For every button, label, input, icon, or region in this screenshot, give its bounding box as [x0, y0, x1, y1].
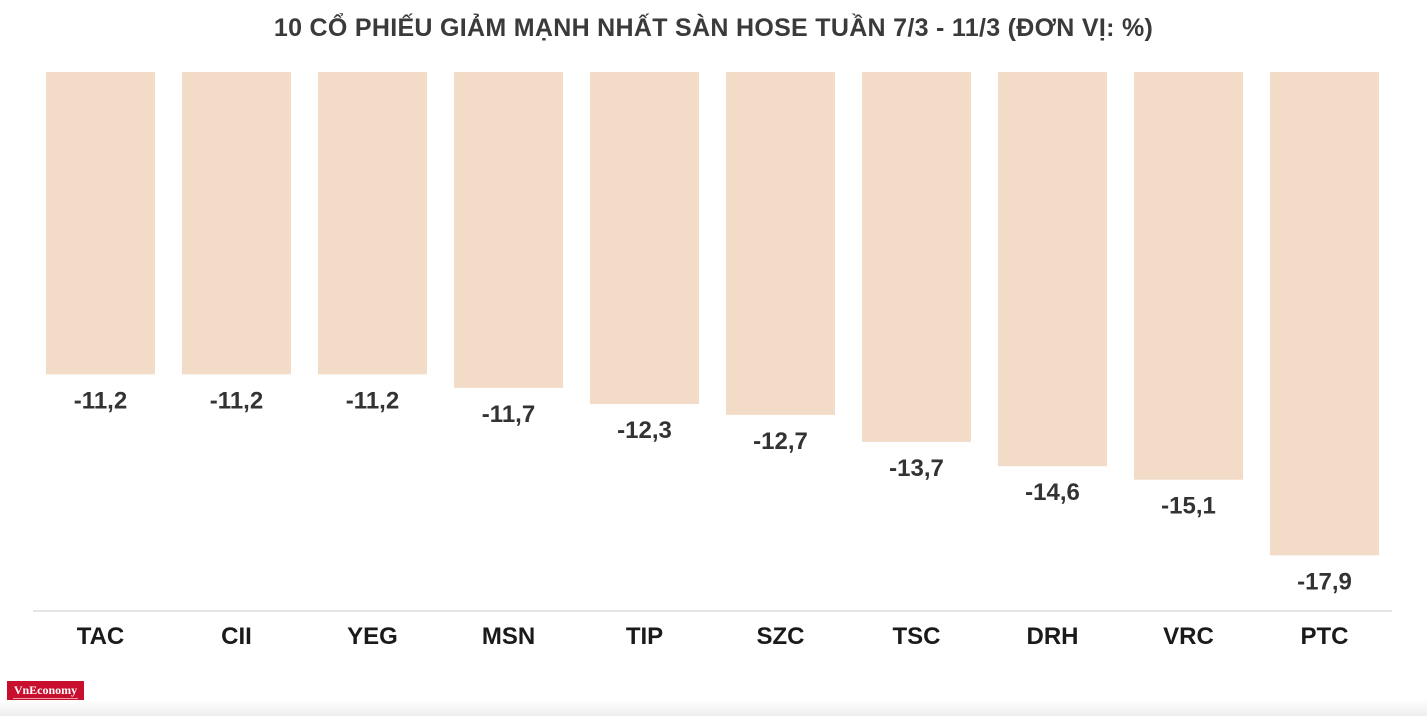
bar-drh — [998, 72, 1107, 467]
bar-chart: -11,2 -11,2 -11,2 -11,7 -12,3 -12,7 -13,7 -14,6… — [33, 72, 1392, 650]
bar-ptc — [1270, 72, 1379, 556]
category-label-cii: CII — [221, 623, 252, 650]
value-label-szc: -12,7 — [753, 428, 808, 455]
value-label-tsc: -13,7 — [889, 455, 944, 482]
bar-tsc — [862, 72, 971, 442]
value-label-tip: -12,3 — [617, 417, 672, 444]
bar-msn — [454, 72, 563, 388]
value-label-cii: -11,2 — [210, 387, 263, 414]
bars-group — [46, 72, 1379, 556]
category-label-tac: TAC — [77, 623, 125, 650]
value-label-vrc: -15,1 — [1161, 493, 1216, 520]
chart-title: 10 CỔ PHIẾU GIẢM MẠNH NHẤT SÀN HOSE TUẦN… — [273, 14, 1154, 42]
footer-shade — [0, 700, 1427, 716]
category-label-tsc: TSC — [893, 623, 941, 650]
category-label-szc: SZC — [757, 623, 805, 650]
category-label-msn: MSN — [482, 623, 535, 650]
category-label-ptc: PTC — [1301, 623, 1349, 650]
bar-vrc — [1134, 72, 1243, 480]
category-label-drh: DRH — [1027, 623, 1079, 650]
bar-yeg — [318, 72, 427, 375]
logo-text: VnEconomy — [13, 683, 78, 697]
value-label-drh: -14,6 — [1025, 479, 1080, 506]
category-label-vrc: VRC — [1163, 623, 1214, 650]
bar-szc — [726, 72, 835, 415]
value-label-yeg: -11,2 — [346, 387, 399, 414]
logo-tagline-line — [13, 698, 78, 702]
value-labels-group: -11,2 -11,2 -11,2 -11,7 -12,3 -12,7 -13,7 -14,6… — [74, 387, 1352, 595]
category-labels-group: TAC CII YEG MSN TIP SZC TSC DRH VRC PTC — [77, 623, 1349, 650]
value-label-tac: -11,2 — [74, 387, 127, 414]
bar-tip — [590, 72, 699, 405]
category-label-tip: TIP — [626, 623, 663, 650]
value-label-ptc: -17,9 — [1297, 568, 1352, 595]
value-label-msn: -11,7 — [482, 401, 535, 428]
category-label-yeg: YEG — [347, 623, 398, 650]
bar-tac — [46, 72, 155, 375]
bar-cii — [182, 72, 291, 375]
vneconomy-logo: VnEconomy — [7, 681, 84, 704]
